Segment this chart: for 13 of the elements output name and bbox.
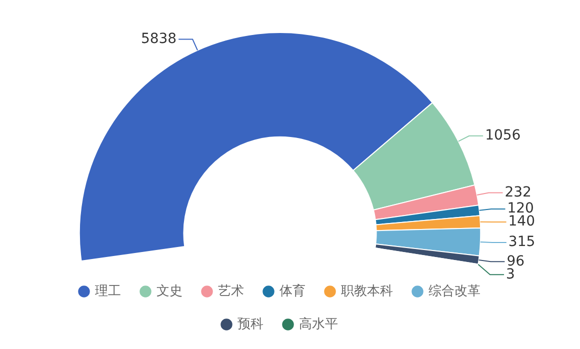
data-label: 1056 [485, 128, 521, 144]
legend-label: 理工 [95, 284, 121, 299]
data-label: 315 [508, 234, 536, 250]
legend-label: 综合改革 [428, 284, 480, 299]
data-label: 140 [508, 214, 536, 230]
legend-label: 职教本科 [341, 284, 393, 299]
legend-label: 预科 [238, 316, 264, 332]
legend-label: 高水平 [299, 316, 338, 332]
data-label: 5838 [140, 30, 177, 47]
legend-label: 体育 [280, 282, 306, 299]
legend-label: 文史 [156, 284, 182, 299]
legend-label: 艺术 [218, 284, 244, 299]
data-label: 232 [504, 184, 532, 200]
